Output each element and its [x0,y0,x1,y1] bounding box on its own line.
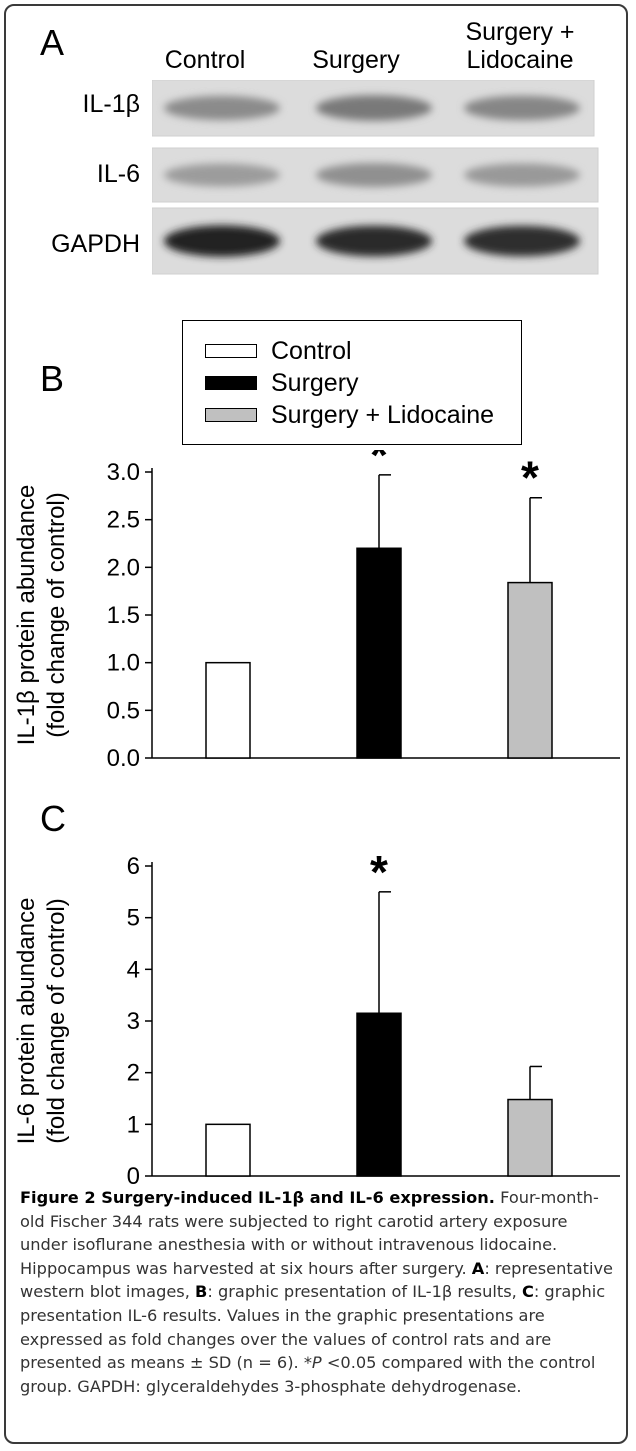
caption-title: Figure 2 Surgery-induced IL-1β and IL-6 … [20,1188,495,1207]
figure-frame [4,4,628,1444]
blot-column-control: Control [164,46,246,74]
blot-row-label-il1b: IL-1β [82,90,140,118]
bar-surgery [356,1012,402,1177]
bar-control [205,661,251,759]
blot-row-label-gapdh: GAPDH [51,230,140,258]
y-axis-label: IL-6 protein abundance [13,898,40,1145]
y-tick-label: 1.0 [107,650,140,677]
panel-a-letter: A [40,22,65,63]
bar-surgery [356,547,402,759]
legend-item-surgery-lidocaine: Surgery + Lidocaine [205,399,494,431]
blot-band-r0-lane2 [464,95,580,121]
bar-surgery-lidocaine [507,581,553,759]
legend-item-control: Control [205,335,352,367]
blot-band-r1-lane1 [316,163,432,187]
y-tick-label: 2.0 [107,554,140,581]
caption-intro: Four-month-old Fischer 344 rats were sub… [20,1188,599,1278]
caption-b-letter: B [195,1282,208,1302]
blot-band-r2-lane0 [164,225,280,257]
y-axis-label-line2: (fold change of control) [43,898,70,1143]
significance-asterisk: * [521,452,539,504]
y-tick-label: 1.5 [107,602,140,629]
blot-band-r2-lane2 [464,225,580,257]
significance-asterisk: * [370,450,388,481]
western-blot-image [152,80,599,275]
blot-row-label-il6: IL-6 [96,160,140,188]
caption-p-italic: P [311,1353,322,1373]
legend-label-control: Control [271,336,352,365]
y-axis-label: IL-1β protein abundance [13,485,40,746]
legend-item-surgery: Surgery [205,367,359,399]
y-tick-label: 0.0 [107,745,140,772]
y-tick-label: 6 [127,853,140,880]
y-tick-label: 2 [127,1060,140,1087]
caption-tail: <0.05 compared with the control group. G… [20,1353,596,1396]
panel-b-letter: B [40,358,65,399]
caption-a-letter: A [471,1258,485,1278]
y-tick-label: 5 [127,905,140,932]
significance-asterisk: * [370,846,388,898]
bar-control [205,1123,251,1177]
blot-band-r0-lane1 [316,95,432,121]
y-tick-label: 2.5 [107,507,140,534]
chart-b-il1b: 0.0 0.5 1.0 1.5 2.0 2.5 3.0 IL-1β protein abund… [13,450,620,772]
blot-band-r0-lane0 [164,95,280,121]
bar-surgery-lidocaine [507,1098,553,1177]
caption-b-text: : graphic presentation of IL-1β results, [207,1282,517,1302]
caption-c-letter: C [521,1282,534,1302]
legend-label-surgery-lidocaine: Surgery + Lidocaine [271,400,495,429]
legend-swatch-surgery-lidocaine [205,408,257,422]
y-tick-label: 0.5 [107,697,140,724]
y-tick-label: 3.0 [107,459,140,486]
blot-column-surgery-lidocaine: Surgery + Lidocaine [465,18,575,74]
blot-column-surgery: Surgery [312,46,400,74]
y-tick-label: 4 [127,956,140,983]
panel-c-letter: C [40,798,66,839]
legend-label-surgery: Surgery [271,368,359,397]
chart-legend: Control Surgery Surgery + Lidocaine [182,320,522,445]
figure-caption: Figure 2 Surgery-induced IL-1β and IL-6 … [20,1186,616,1398]
caption-c-text: : graphic presentation IL-6 results. Val… [20,1282,606,1373]
chart-c-il6: 0 1 2 3 4 5 6 IL-6 protein abundance (fold chang… [13,846,620,1190]
blot-band-r1-lane2 [464,163,580,187]
caption-a-text: : representative western blot images, [20,1258,614,1302]
y-tick-label: 1 [127,1111,140,1138]
legend-swatch-surgery [205,376,257,390]
y-tick-label: 0 [127,1163,140,1190]
y-axis-label-line2: (fold change of control) [43,492,70,737]
blot-band-r1-lane0 [164,163,280,187]
legend-swatch-control [205,344,257,358]
y-tick-label: 3 [127,1008,140,1035]
blot-band-r2-lane1 [316,225,432,257]
